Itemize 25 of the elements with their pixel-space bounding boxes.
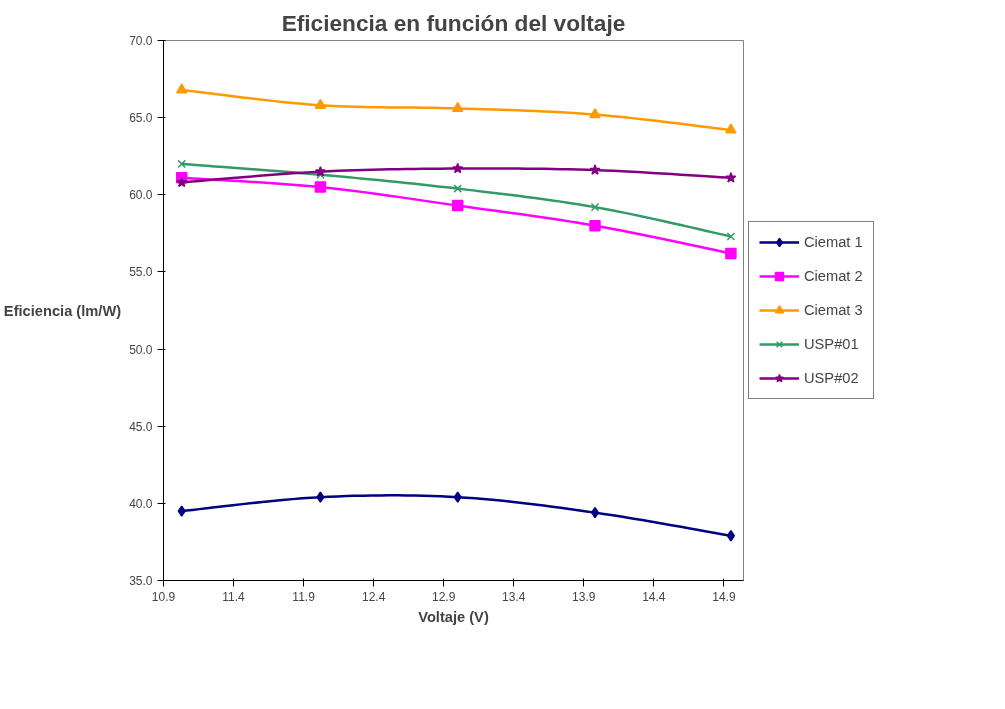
x-tick-label: 11.9 bbox=[292, 589, 316, 604]
y-axis-title: Eficiencia (lm/W) bbox=[3, 302, 122, 319]
chart-title: Eficiencia en función del voltaje bbox=[281, 9, 626, 36]
y-tick-label: 35.0 bbox=[129, 574, 153, 588]
y-tick-label: 60.0 bbox=[129, 188, 153, 203]
legend-label: Ciemat 2 bbox=[804, 268, 863, 284]
x-tick-label: 13.4 bbox=[502, 589, 526, 604]
x-tick-label: 10.9 bbox=[151, 589, 176, 604]
legend-label: USP#02 bbox=[804, 370, 859, 386]
legend-label: Ciemat 3 bbox=[804, 302, 863, 318]
x-tick-label: 12.4 bbox=[361, 589, 386, 604]
y-tick-label: 70.0 bbox=[129, 34, 153, 48]
x-tick-label: 13.9 bbox=[572, 589, 596, 604]
legend-label: Ciemat 1 bbox=[804, 234, 863, 250]
x-tick-label: 14.4 bbox=[642, 589, 666, 604]
y-tick-label: 50.0 bbox=[129, 342, 153, 357]
y-tick-label: 55.0 bbox=[129, 265, 153, 280]
legend-label: USP#01 bbox=[804, 336, 859, 352]
x-tick-label: 11.4 bbox=[222, 589, 246, 604]
x-tick-label: 12.9 bbox=[432, 589, 456, 604]
y-tick-label: 45.0 bbox=[129, 419, 153, 434]
x-tick-label: 14.9 bbox=[712, 589, 736, 604]
y-tick-label: 40.0 bbox=[129, 496, 153, 511]
x-axis-title: Voltaje (V) bbox=[418, 608, 489, 625]
y-tick-label: 65.0 bbox=[129, 111, 153, 126]
